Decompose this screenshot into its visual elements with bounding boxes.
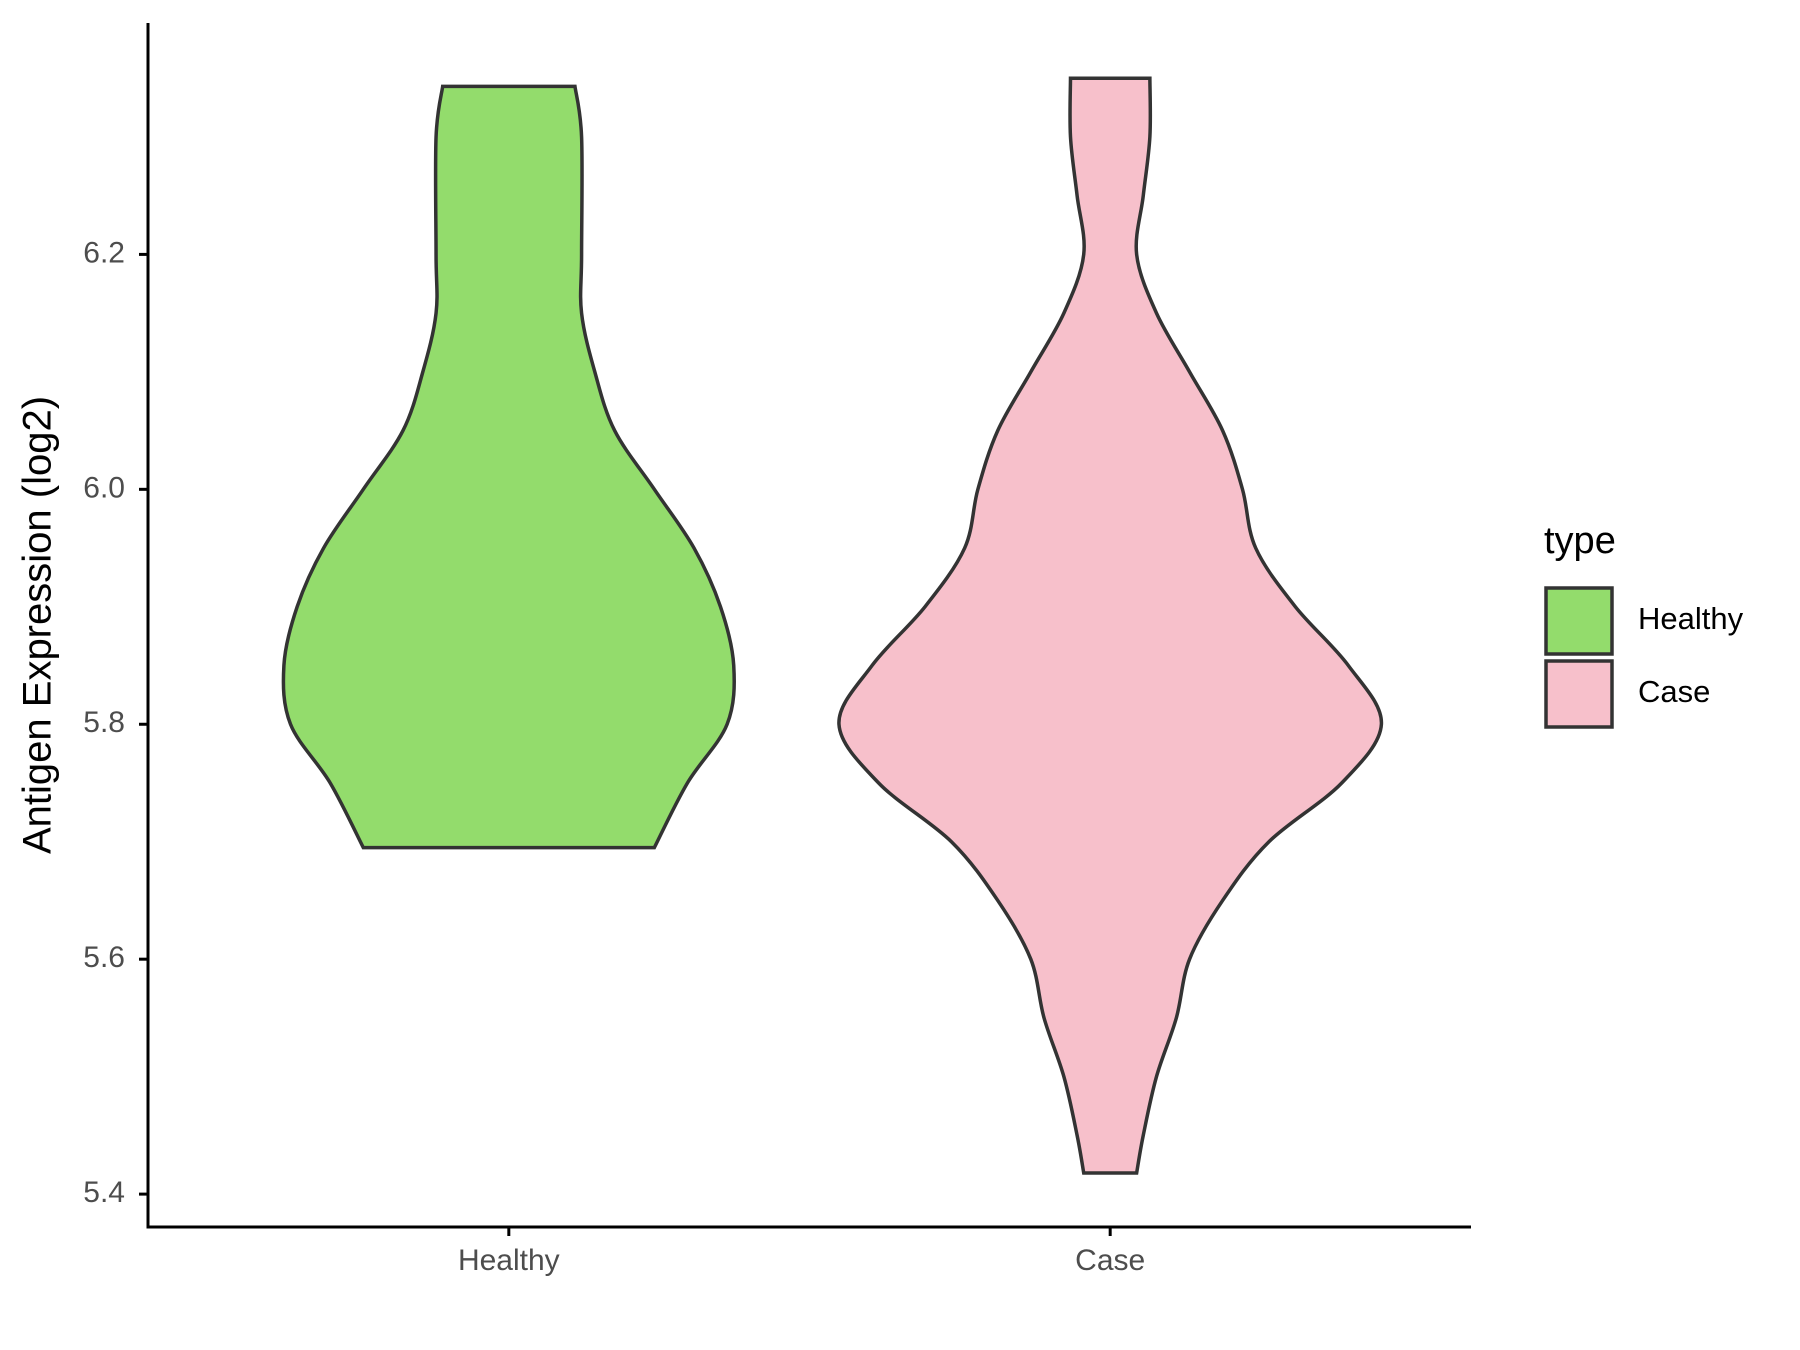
- legend-title: type: [1544, 520, 1616, 562]
- y-tick-label: 6.0: [83, 471, 125, 504]
- y-tick-label: 5.6: [83, 941, 125, 974]
- legend-label: Healthy: [1638, 601, 1744, 636]
- y-tick-label: 5.8: [83, 706, 125, 739]
- violin: [281, 84, 736, 850]
- y-axis-label: Antigen Expression (log2): [16, 396, 60, 854]
- y-tick-label: 6.2: [83, 236, 125, 269]
- legend-key: [1544, 586, 1614, 656]
- x-tick-label: Case: [1075, 1244, 1145, 1277]
- legend-key: [1544, 659, 1614, 729]
- violin: [837, 76, 1384, 1175]
- y-tick-label: 5.4: [83, 1176, 125, 1209]
- x-tick-label: Healthy: [458, 1244, 560, 1277]
- legend-label: Case: [1638, 674, 1710, 709]
